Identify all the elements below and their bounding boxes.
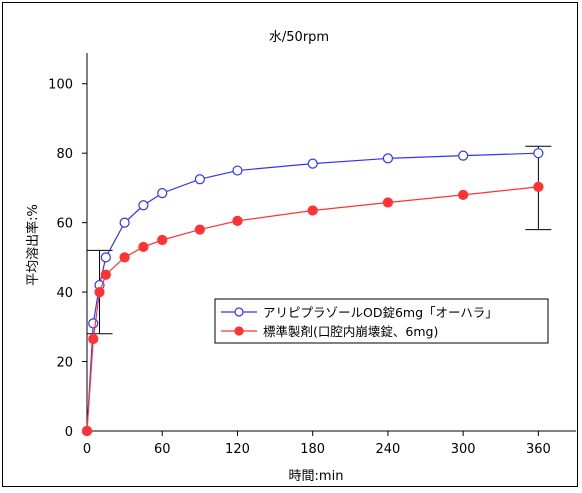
axes (86, 53, 576, 432)
series-point (307, 158, 318, 169)
x-tick-label: 180 (300, 442, 325, 457)
x-tick-label: 0 (83, 442, 91, 457)
x-tick-label: 360 (526, 442, 551, 457)
legend-swatch-marker (234, 307, 244, 317)
tick-marks: 0 20 40 60 80 100 0 60 120 180 240 300 360 (48, 78, 551, 457)
series-point (157, 188, 168, 199)
series-point (88, 318, 99, 329)
x-tick-label: 240 (376, 442, 401, 457)
x-tick-label: 120 (225, 442, 250, 457)
series-point (157, 234, 168, 246)
y-tick-label: 0 (65, 425, 73, 440)
series-point (81, 425, 93, 437)
legend-swatch-marker (234, 326, 244, 336)
legend: アリピプラゾールOD錠6mg「オーハラ」標準製剤(口腔内崩壊錠、6mg) (214, 298, 549, 344)
series-point (533, 181, 544, 192)
series-line (86, 152, 539, 432)
series-point (458, 150, 469, 161)
series-point (194, 224, 205, 235)
series-point (382, 197, 394, 208)
series-point (307, 205, 318, 216)
y-tick-label: 100 (48, 78, 73, 93)
series-point (138, 200, 149, 211)
series-point (458, 189, 469, 200)
series-point (88, 333, 99, 345)
series-layer (81, 148, 544, 437)
y-tick-label: 80 (56, 147, 73, 162)
y-axis-label: 平均溶出率:% (25, 204, 41, 286)
series-point (100, 252, 111, 263)
series-point (194, 174, 205, 185)
series-point (94, 286, 105, 298)
x-tick-label: 300 (451, 442, 476, 457)
dissolution-chart: 水/50rpm 平均溶出率:% 時間:min 0 20 40 60 80 100 0 60 12… (25, 30, 576, 484)
series-point (382, 153, 394, 164)
x-axis-label: 時間:min (289, 469, 344, 484)
legend-entry-label: 標準製剤(口腔内崩壊錠、6mg) (263, 324, 438, 339)
series-point (232, 215, 243, 226)
series-point (119, 217, 130, 228)
chart-frame: 水/50rpm 平均溶出率:% 時間:min 0 20 40 60 80 100 0 60 12… (2, 2, 578, 487)
legend-entry-label: アリピプラゾールOD錠6mg「オーハラ」 (263, 305, 498, 320)
series-point (533, 148, 544, 159)
legend-box (214, 298, 549, 344)
series-point (100, 269, 111, 280)
x-tick-label: 60 (154, 442, 171, 457)
y-tick-label: 20 (56, 356, 73, 371)
series-point (232, 165, 243, 176)
y-tick-label: 40 (56, 286, 73, 301)
series-point (138, 241, 149, 253)
chart-title: 水/50rpm (269, 30, 329, 45)
y-tick-label: 60 (56, 217, 73, 232)
series-point (119, 252, 130, 263)
